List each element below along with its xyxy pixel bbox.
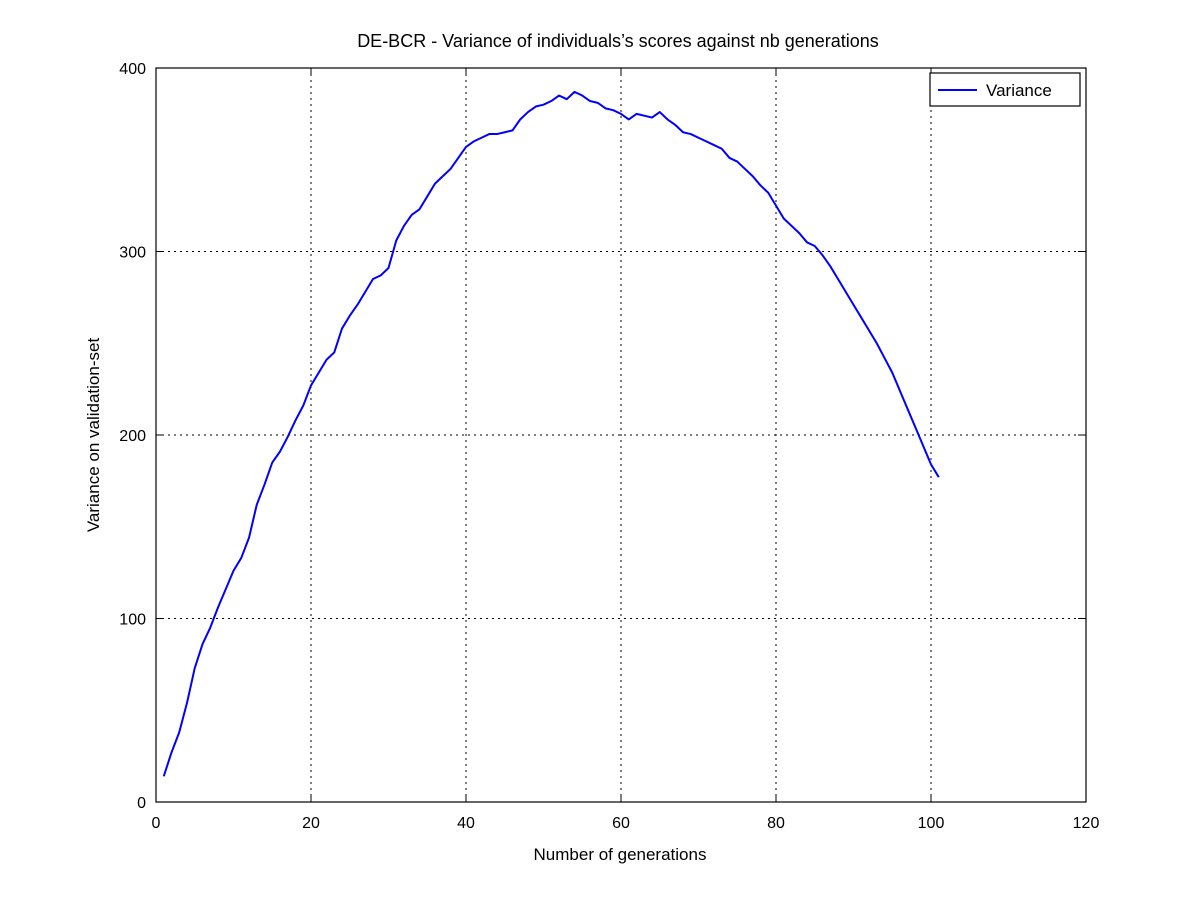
y-tick-label: 200 (119, 428, 146, 445)
x-tick-label: 100 (918, 815, 945, 832)
x-tick-label: 20 (302, 815, 320, 832)
y-tick-label: 300 (119, 245, 146, 262)
series-group (162, 90, 940, 777)
y-tick-label: 100 (119, 612, 146, 629)
x-axis-title: Number of generations (534, 845, 707, 864)
x-tick-label: 0 (152, 815, 161, 832)
x-tick-label: 120 (1073, 815, 1100, 832)
y-tick-label: 0 (137, 795, 146, 812)
series-line-variance (162, 90, 940, 777)
chart-title: DE-BCR - Variance of individuals’s score… (357, 31, 879, 51)
grid (156, 68, 1086, 802)
y-axis-title: Variance on validation-set (84, 338, 103, 533)
legend-label-variance: Variance (986, 81, 1052, 100)
legend: Variance (929, 72, 1081, 107)
y-tick-label: 400 (119, 61, 146, 78)
x-tick-label: 80 (767, 815, 785, 832)
x-tick-label: 60 (612, 815, 630, 832)
x-tick-label: 40 (457, 815, 475, 832)
ticks: 0 20 40 60 80 100 120 0 100 200 300 400 (119, 61, 1099, 832)
